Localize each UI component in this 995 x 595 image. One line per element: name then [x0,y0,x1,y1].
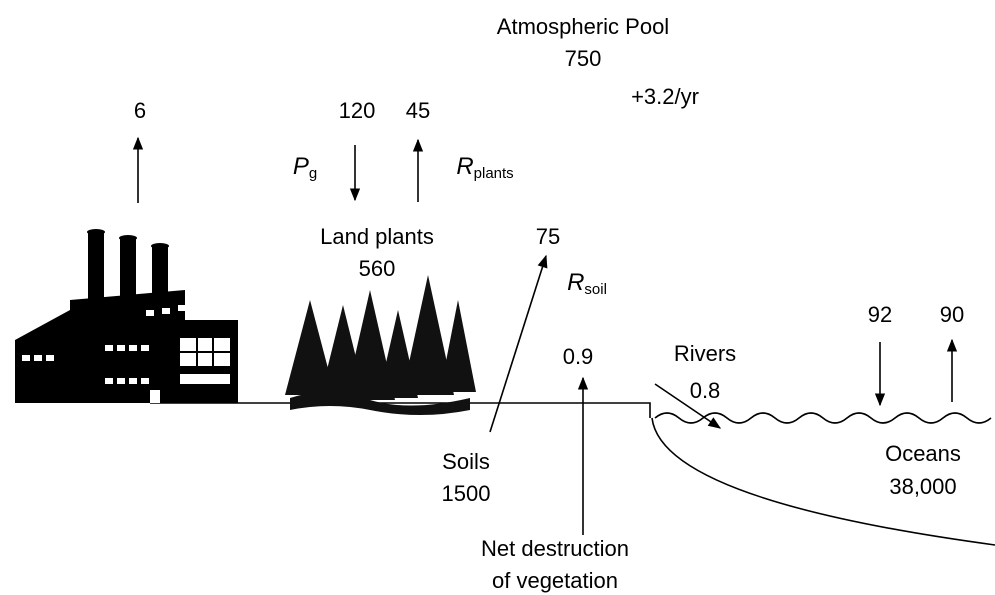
rivers-label: Rivers [674,341,736,366]
soil-respiration-symbol: Rsoil [567,269,607,298]
ocean-floor [651,417,995,546]
ocean-uptake-flow: 92 [868,302,892,327]
deforestation-flow: 0.9 [563,344,594,369]
plant-respiration-symbol: Rplants [456,153,513,182]
fossil-flow: 6 [134,98,146,123]
land-plants-value: 560 [359,256,396,281]
arrow [654,383,722,429]
subscript: soil [584,281,607,298]
plant-respiration-flow: 45 [406,98,430,123]
deforestation-label: Net destruction [481,536,629,561]
ocean-release-flow: 90 [940,302,964,327]
symbol: R [456,153,473,180]
arrows [132,136,958,535]
land-plants-label: Land plants [320,224,434,249]
soil-respiration-flow: 75 [536,224,560,249]
oceans-value: 38,000 [889,474,956,499]
photosynthesis-symbol: Pg [293,153,317,182]
trees-icon [285,275,476,415]
arrow [489,254,548,433]
subscript: plants [474,165,514,182]
oceans-label: Oceans [885,441,961,466]
photosynthesis-flow: 120 [339,98,376,123]
soils-value: 1500 [442,481,491,506]
soils-label: Soils [442,449,490,474]
ocean-surface [654,412,992,424]
landscape [150,402,995,546]
deforestation-label: of vegetation [492,568,618,593]
atmosphere-value: 750 [565,46,602,71]
atmosphere-label: Atmospheric Pool [497,14,669,39]
symbol: R [567,269,584,296]
rivers-value: 0.8 [690,378,721,403]
factory-icon [15,229,238,403]
symbol: P [293,153,309,180]
atmosphere-change: +3.2/yr [631,84,699,109]
subscript: g [309,165,317,182]
